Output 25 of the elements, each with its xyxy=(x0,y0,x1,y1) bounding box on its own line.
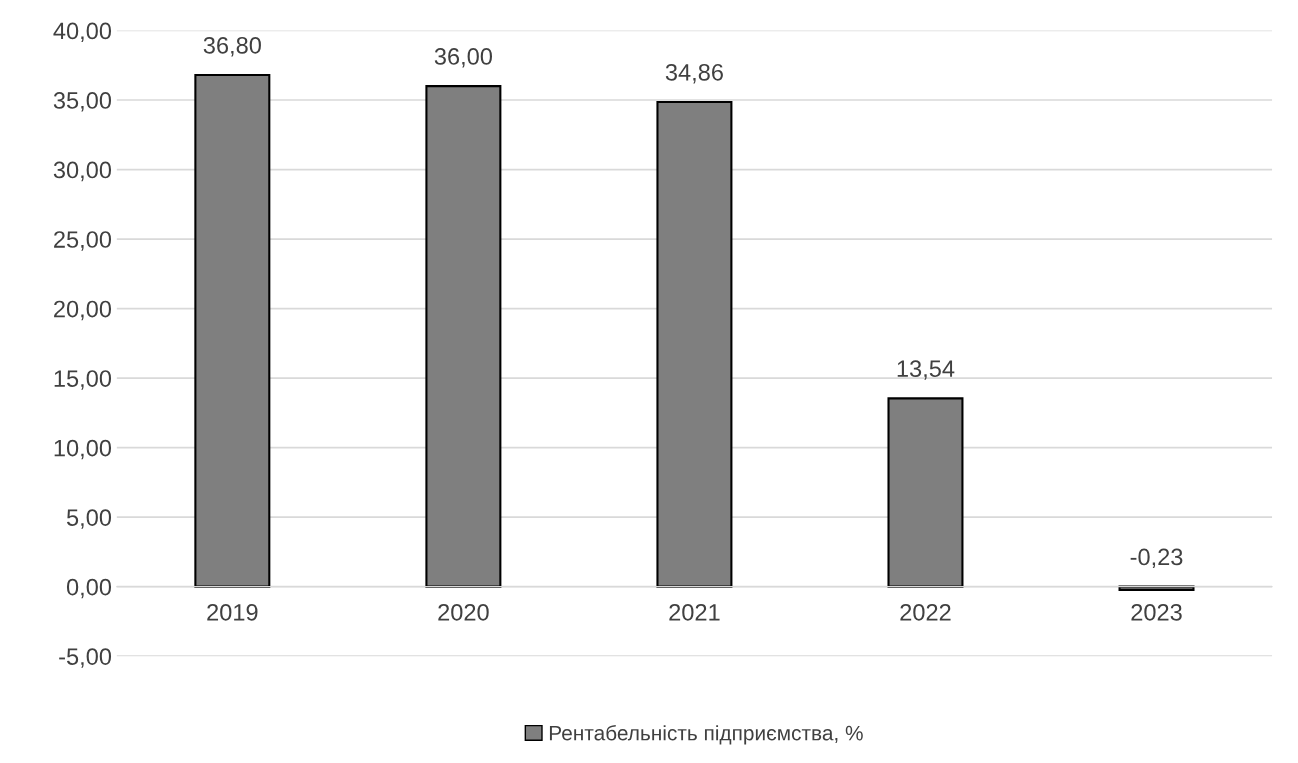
y-tick-label: 25,00 xyxy=(54,231,112,251)
y-tick-label: 5,00 xyxy=(66,509,112,529)
x-tick-label: 2022 xyxy=(900,603,951,621)
x-tick-label: 2019 xyxy=(207,603,258,621)
data-label: 34,86 xyxy=(665,63,723,84)
y-tick-label: 15,00 xyxy=(54,370,112,390)
legend-label: Рентабельність підприємства, % xyxy=(549,724,863,745)
data-label: 13,54 xyxy=(897,360,955,380)
y-tick-label: 0,00 xyxy=(66,578,112,599)
bar xyxy=(425,85,502,588)
data-label: 36,80 xyxy=(203,36,261,57)
data-label: 36,00 xyxy=(434,48,493,68)
y-tick-label: 30,00 xyxy=(53,161,112,182)
x-tick-label: 2021 xyxy=(669,603,720,621)
data-label: -0,23 xyxy=(1130,548,1183,569)
y-tick-label: 20,00 xyxy=(54,300,112,321)
y-tick-label: 10,00 xyxy=(54,439,112,460)
y-tick-label: -5,00 xyxy=(59,648,112,668)
bar xyxy=(194,73,271,588)
x-tick-label: 2020 xyxy=(438,603,489,621)
bar xyxy=(887,397,964,588)
x-tick-label: 2023 xyxy=(1131,603,1182,621)
y-tick-label: 35,00 xyxy=(53,92,112,112)
bar xyxy=(656,100,733,588)
y-tick-label: 40,00 xyxy=(53,22,112,43)
